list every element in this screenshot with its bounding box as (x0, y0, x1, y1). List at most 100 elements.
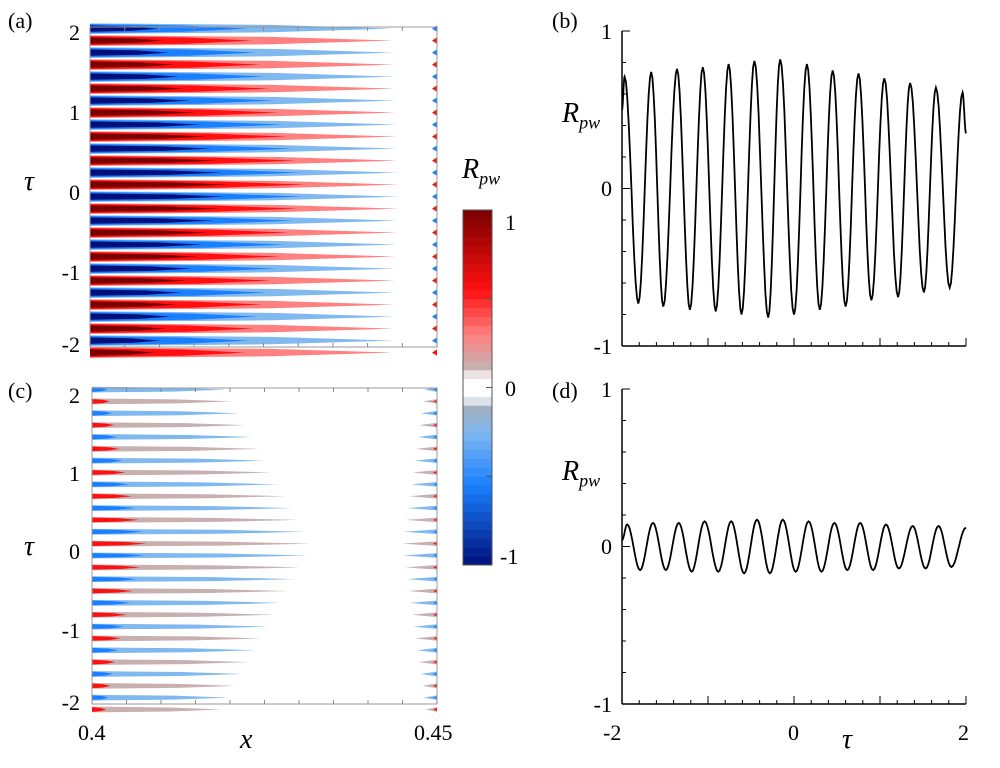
contour-band (90, 61, 174, 68)
panel-d-label: (d) (552, 378, 578, 403)
contour-band (92, 647, 119, 653)
edge-contour (417, 647, 437, 653)
edge-contour (432, 73, 437, 80)
edge-contour (433, 494, 437, 498)
colorbar-level (463, 458, 492, 468)
edge-contour (433, 625, 437, 629)
colorbar-level (463, 325, 492, 335)
contour-band (92, 695, 109, 701)
contour-band (92, 434, 253, 440)
edge-contour (410, 482, 437, 487)
colorbar-level (463, 263, 492, 273)
edge-contour (409, 493, 437, 499)
colorbar-level (463, 298, 492, 309)
colorbar-level (463, 414, 492, 424)
contour-band (90, 109, 196, 116)
colorbar-level (463, 316, 492, 326)
edge-contour (425, 707, 437, 712)
colorbar-label: Rpw (462, 156, 500, 188)
colorbar-level (463, 431, 492, 442)
contour-band (92, 457, 266, 464)
contour-band (92, 517, 139, 523)
contour-band (92, 683, 111, 689)
edge-contour (433, 459, 437, 463)
c-xlabel: x (240, 724, 253, 755)
colorbar-level (463, 396, 492, 406)
edge-contour (433, 518, 437, 522)
contour-band (92, 588, 288, 594)
contour-band (90, 337, 161, 344)
edge-contour (433, 482, 437, 486)
contour-band (92, 623, 269, 630)
contour-band (92, 493, 132, 499)
panel-c-label: (c) (8, 378, 33, 403)
contour-band (90, 157, 217, 164)
contour-band (92, 422, 246, 428)
colorbar-level (463, 343, 492, 353)
colorbar-tick: 0 (505, 376, 516, 401)
edge-contour (432, 97, 437, 104)
edge-contour (410, 600, 437, 606)
a-ytick: -2 (61, 332, 80, 357)
contour-band (92, 671, 113, 677)
colorbar-level (463, 529, 492, 539)
edge-contour (433, 435, 437, 439)
contour-band (92, 541, 147, 546)
contour-band (92, 422, 115, 428)
edge-contour (432, 253, 437, 260)
d-xlabel: τ (842, 724, 853, 755)
edge-contour (411, 612, 437, 618)
edge-contour (432, 289, 437, 296)
edge-contour (433, 447, 437, 451)
edge-contour (415, 636, 437, 641)
contour-band (92, 505, 292, 511)
b-ytick: 1 (601, 19, 612, 44)
contour-band (92, 434, 117, 440)
colorbar-level (463, 502, 492, 513)
contour-band (90, 85, 185, 92)
d-ylabel-main: R (562, 456, 580, 487)
edge-contour (403, 553, 437, 558)
colorbar-level (463, 334, 492, 344)
contour-band (92, 399, 110, 404)
edge-contour (423, 695, 437, 701)
edge-contour (432, 49, 437, 56)
colorbar-level (463, 485, 492, 495)
contour-band (92, 410, 112, 416)
contour-band (92, 540, 312, 547)
edge-contour (433, 707, 437, 712)
a-ytick: 1 (69, 100, 80, 125)
contour-band (90, 205, 220, 212)
edge-contour (432, 157, 437, 164)
edge-contour (433, 565, 437, 569)
edge-contour (433, 684, 437, 688)
contour-band (92, 636, 121, 641)
contour-band (92, 647, 255, 654)
colorbar-level (463, 547, 492, 557)
c-ytick: 1 (69, 461, 80, 486)
colorbar-level (463, 289, 492, 300)
edge-contour (418, 659, 437, 665)
contour-band (92, 552, 308, 559)
contour-band (92, 600, 282, 606)
b-ylabel-sub: pw (579, 112, 601, 133)
colorbar-level (463, 538, 492, 548)
edge-contour (406, 576, 437, 582)
contour-band (90, 169, 223, 176)
colorbar-level (463, 467, 492, 477)
contour-band (92, 576, 137, 582)
contour-band (92, 564, 141, 570)
edge-contour (433, 613, 437, 617)
edge-contour (414, 458, 437, 464)
contour-band (90, 193, 225, 200)
edge-contour (421, 410, 437, 416)
contour-band (90, 301, 177, 308)
contour-band (90, 145, 212, 152)
edge-contour (433, 470, 437, 475)
panel-a-label: (a) (8, 8, 33, 33)
d-xtick: 2 (958, 720, 969, 745)
contour-band (90, 133, 207, 140)
edge-contour (422, 399, 437, 404)
contour-band (92, 624, 124, 629)
contour-band (92, 659, 249, 665)
